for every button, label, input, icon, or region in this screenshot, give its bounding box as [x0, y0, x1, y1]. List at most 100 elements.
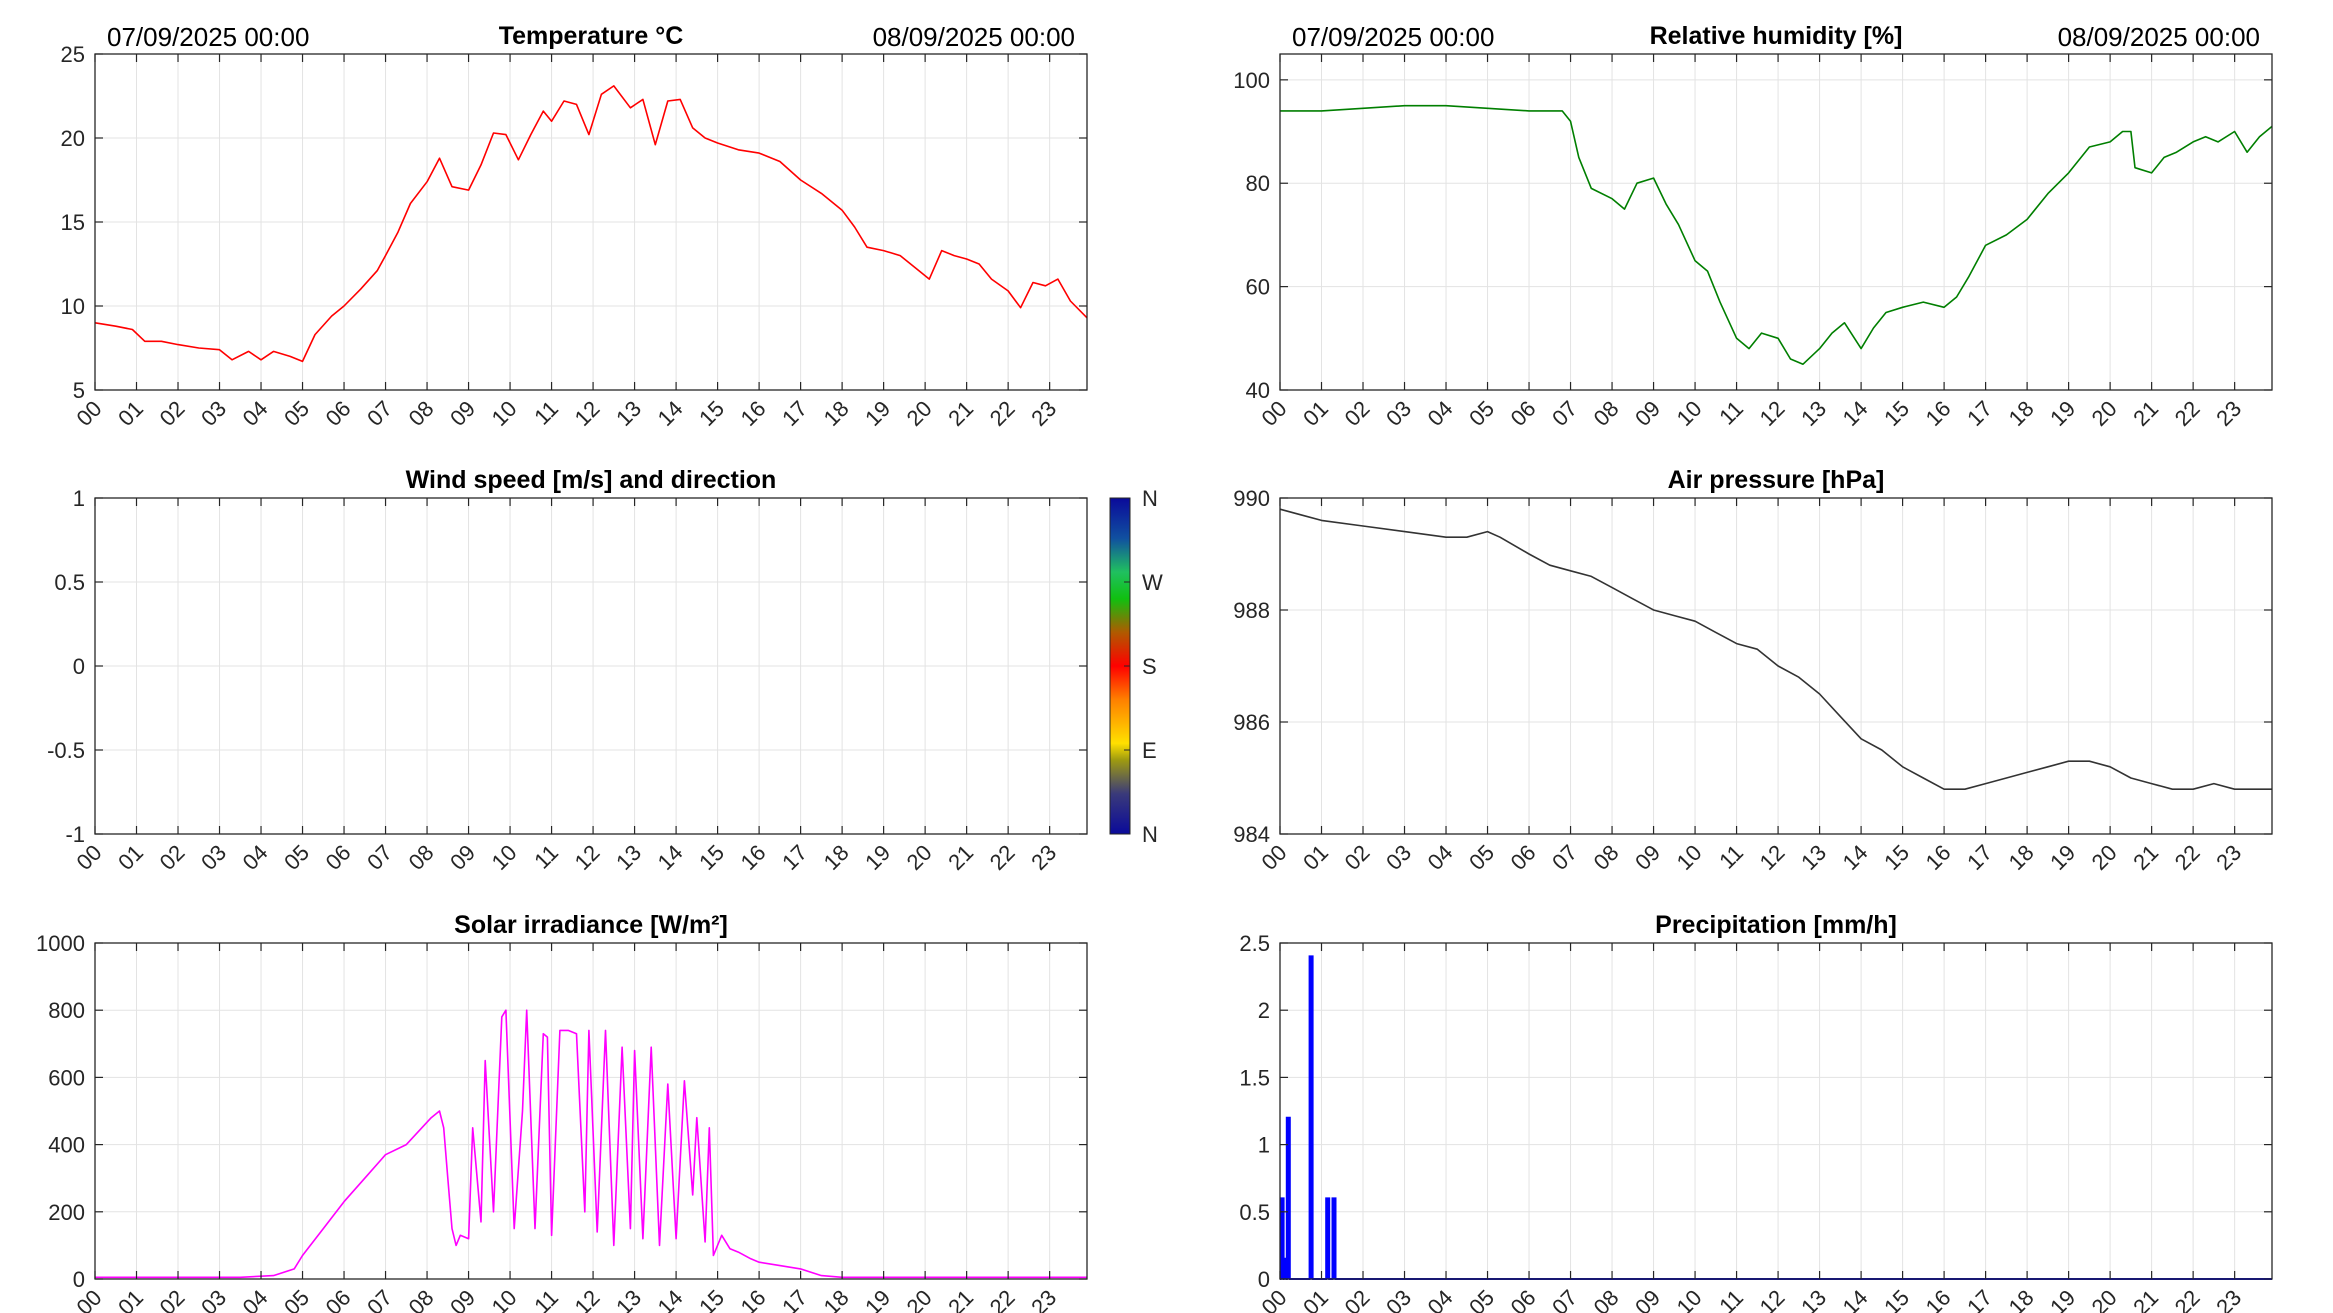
y-tick-label: 0 — [73, 654, 85, 679]
gridlines — [1280, 943, 2272, 1279]
x-tick-label: 08 — [1589, 840, 1624, 875]
x-tick-label: 17 — [1962, 396, 1997, 431]
x-tick-label: 05 — [279, 396, 314, 431]
x-tick-label: 12 — [570, 840, 605, 875]
x-tick-label: 10 — [487, 1285, 522, 1313]
x-tick-label: 06 — [1506, 1285, 1541, 1313]
x-tick-label: 21 — [943, 840, 978, 875]
y-tick-label: 5 — [73, 378, 85, 403]
axes-box — [1279, 942, 2273, 1280]
x-tick-label: 16 — [1921, 1285, 1956, 1313]
gridlines — [95, 498, 1087, 834]
x-tick-label: 06 — [321, 840, 356, 875]
x-tick-label: 01 — [113, 840, 148, 875]
gridlines — [1280, 54, 2272, 390]
x-tick-label: 06 — [321, 1285, 356, 1313]
x-tick-label: 20 — [2087, 840, 2122, 875]
x-tick-label: 14 — [653, 1285, 688, 1313]
y-axis: 984 986 988 990 — [1233, 486, 2272, 847]
x-tick-label: 18 — [2004, 840, 2039, 875]
y-tick-label: 40 — [1246, 378, 1270, 403]
axes-box — [1279, 497, 2273, 835]
x-tick-label: 22 — [985, 396, 1020, 431]
y-tick-label: 988 — [1233, 598, 1270, 623]
x-tick-label: 10 — [1672, 840, 1707, 875]
x-tick-label: 18 — [2004, 1285, 2039, 1313]
y-tick-label: 600 — [48, 1065, 85, 1090]
y-tick-label: 984 — [1233, 822, 1270, 847]
x-tick-label: 08 — [404, 396, 439, 431]
x-tick-label: 13 — [611, 396, 646, 431]
y-tick-label: 0 — [73, 1267, 85, 1292]
x-tick-label: 18 — [2004, 396, 2039, 431]
x-tick-label: 22 — [2170, 1285, 2205, 1313]
x-tick-label: 06 — [1506, 840, 1541, 875]
plot-area — [1280, 943, 2272, 1279]
x-tick-label: 12 — [1755, 1285, 1790, 1313]
start-date: 07/09/2025 00:00 — [107, 22, 309, 52]
x-tick-label: 13 — [1796, 396, 1831, 431]
x-tick-label: 17 — [777, 1285, 812, 1313]
x-tick-label: 12 — [570, 1285, 605, 1313]
x-tick-label: 09 — [1630, 396, 1665, 431]
y-axis: 0 0.5 1 1.5 2 2.5 — [1239, 931, 2272, 1292]
x-tick-label: 03 — [196, 396, 231, 431]
y-tick-label: 986 — [1233, 710, 1270, 735]
x-tick-label: 10 — [487, 396, 522, 431]
y-tick-label: 1000 — [36, 931, 85, 956]
chart-title: Relative humidity [%] — [1650, 22, 1903, 50]
y-tick-label: -0.5 — [47, 738, 85, 763]
colorbar-label: W — [1142, 570, 1163, 595]
x-tick-label: 02 — [155, 1285, 190, 1313]
x-tick-label: 11 — [1714, 396, 1748, 430]
x-tick-label: 01 — [113, 1285, 148, 1313]
y-tick-label: 1 — [1258, 1133, 1270, 1158]
chart-title: Precipitation [mm/h] — [1655, 911, 1897, 939]
x-tick-label: 20 — [2087, 396, 2122, 431]
chart-title: Solar irradiance [W/m²] — [454, 911, 728, 939]
y-tick-label: 1 — [73, 486, 85, 511]
x-tick-label: 04 — [238, 1285, 273, 1313]
x-tick-label: 22 — [2170, 840, 2205, 875]
y-axis: -1 -0.5 0 0.5 1 — [47, 486, 1087, 847]
x-tick-label: 15 — [694, 1285, 729, 1313]
gridlines — [95, 54, 1087, 390]
x-tick-label: 10 — [1672, 1285, 1707, 1313]
x-tick-label: 13 — [611, 1285, 646, 1313]
x-tick-label: 20 — [902, 840, 937, 875]
plot-area — [95, 943, 1087, 1279]
x-tick-label: 15 — [1879, 840, 1914, 875]
x-tick-label: 23 — [1026, 1285, 1061, 1313]
x-tick-label: 06 — [1506, 396, 1541, 431]
x-tick-label: 01 — [1298, 840, 1333, 875]
x-tick-label: 19 — [2045, 840, 2080, 875]
x-tick-label: 07 — [362, 1285, 397, 1313]
y-tick-label: 0 — [1258, 1267, 1270, 1292]
y-tick-label: 0.5 — [54, 570, 85, 595]
x-tick-label: 14 — [653, 840, 688, 875]
x-tick-label: 13 — [1796, 1285, 1831, 1313]
series-line-pressure — [1279, 508, 2272, 791]
x-tick-label: 07 — [1547, 396, 1582, 431]
x-tick-label: 22 — [985, 1285, 1020, 1313]
x-tick-label: 10 — [487, 840, 522, 875]
x-tick-label: 22 — [985, 840, 1020, 875]
x-tick-label: 05 — [1464, 396, 1499, 431]
x-tick-label: 21 — [943, 1285, 978, 1313]
x-tick-label: 10 — [1672, 396, 1707, 431]
x-tick-label: 05 — [279, 840, 314, 875]
start-date: 07/09/2025 00:00 — [1292, 22, 1494, 52]
y-tick-label: 0.5 — [1239, 1200, 1270, 1225]
x-tick-label: 09 — [1630, 1285, 1665, 1313]
x-tick-label: 03 — [1381, 1285, 1416, 1313]
y-tick-label: 60 — [1246, 275, 1270, 300]
x-tick-label: 08 — [1589, 396, 1624, 431]
x-tick-label: 22 — [2170, 396, 2205, 431]
y-tick-label: 400 — [48, 1133, 85, 1158]
y-axis: 0 200 400 600 800 1000 — [36, 931, 1087, 1292]
x-tick-label: 14 — [1838, 840, 1873, 875]
chart-title: Temperature °C — [499, 22, 684, 50]
y-tick-label: 80 — [1246, 171, 1270, 196]
x-tick-label: 15 — [1879, 1285, 1914, 1313]
x-tick-label: 02 — [155, 396, 190, 431]
